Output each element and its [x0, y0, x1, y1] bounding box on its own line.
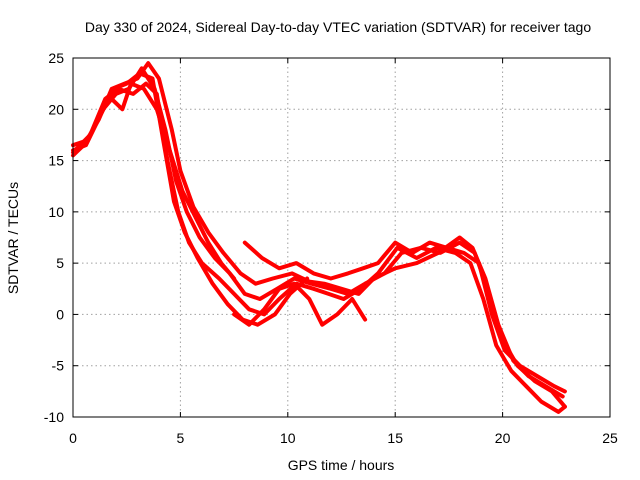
y-axis-label: SDTVAR / TECUs [5, 182, 21, 294]
y-tick-label: 5 [56, 255, 64, 271]
grid-lines [73, 58, 610, 417]
y-tick-label: 20 [48, 101, 64, 117]
y-tick-label: -5 [52, 358, 65, 374]
y-tick-label: 0 [56, 306, 64, 322]
plot-frame [72, 57, 611, 418]
series-line-trace-7 [109, 81, 237, 281]
series-line-trace-6 [232, 281, 368, 327]
y-tick-label: -10 [44, 409, 64, 425]
x-tick-label: 20 [495, 430, 511, 446]
chart-title: Day 330 of 2024, Sidereal Day-to-day VTE… [85, 19, 592, 35]
x-tick-label: 15 [387, 430, 403, 446]
series-line-trace-5 [242, 240, 567, 394]
y-tick-label: 25 [48, 50, 64, 66]
x-tick-label: 10 [280, 430, 296, 446]
x-tick-label: 0 [69, 430, 77, 446]
y-tick-label: 10 [48, 204, 64, 220]
x-tick-label: 5 [177, 430, 185, 446]
series-line-trace-1 [71, 61, 565, 399]
y-tick-label: 15 [48, 153, 64, 169]
series-line-trace-4 [71, 81, 567, 414]
data-series [71, 61, 567, 414]
series-line-trace-2 [71, 66, 567, 409]
x-tick-label: 25 [602, 430, 618, 446]
x-axis-label: GPS time / hours [288, 457, 395, 473]
